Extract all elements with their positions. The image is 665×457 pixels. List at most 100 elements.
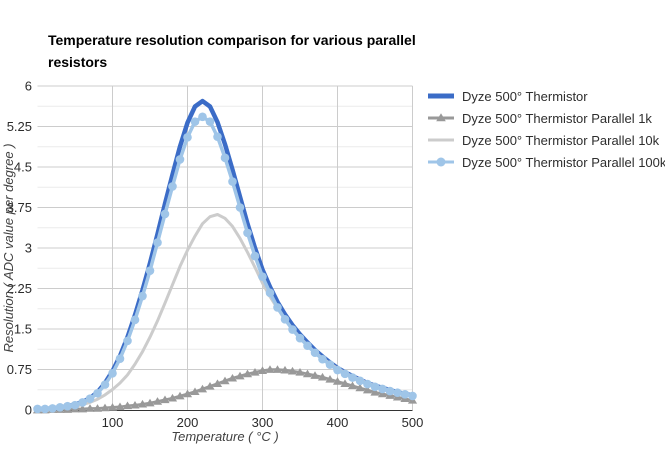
y-tick-label: 2.25	[7, 281, 32, 296]
circle-marker-icon	[265, 288, 275, 298]
circle-marker-icon	[153, 238, 162, 247]
circle-marker-icon	[33, 404, 42, 414]
triangle-marker-icon	[355, 383, 365, 392]
series-1[interactable]	[32, 365, 418, 414]
legend-circle-icon	[436, 157, 446, 167]
triangle-marker-icon	[347, 381, 358, 390]
y-tick-label: 3	[25, 241, 32, 256]
legend-item-0[interactable]: Dyze 500° Thermistor	[426, 85, 665, 107]
y-axis-title: Resolution ( ADC value per degree )	[1, 143, 16, 352]
triangle-marker-icon	[77, 404, 88, 413]
series-0[interactable]	[35, 98, 415, 412]
triangle-marker-icon	[92, 404, 103, 412]
circle-marker-icon	[370, 382, 380, 392]
legend-item-2[interactable]: Dyze 500° Thermistor Parallel 10k	[426, 129, 665, 151]
triangle-marker-icon	[190, 387, 200, 396]
triangle-marker-icon	[115, 402, 125, 411]
legend: Dyze 500° Thermistor Dyze 500° Thermistor…	[426, 85, 665, 173]
triangle-marker-icon	[227, 373, 238, 382]
circle-marker-icon	[400, 390, 410, 399]
circle-marker-icon	[213, 132, 222, 142]
triangle-marker-icon	[152, 397, 163, 405]
triangle-marker-icon	[137, 399, 148, 408]
circle-marker-icon	[378, 384, 387, 394]
triangle-marker-icon	[280, 365, 290, 374]
triangle-marker-icon	[220, 376, 230, 385]
y-tick-label: 3.75	[7, 200, 32, 215]
circle-marker-icon	[40, 404, 50, 414]
circle-marker-icon	[205, 117, 215, 126]
circle-marker-icon	[348, 373, 357, 382]
circle-marker-icon	[183, 133, 192, 142]
circle-marker-icon	[408, 391, 417, 401]
circle-marker-icon	[160, 209, 170, 219]
triangle-marker-icon	[235, 371, 245, 380]
legend-label: Dyze 500° Thermistor	[462, 88, 588, 104]
circle-marker-icon	[235, 203, 245, 212]
legend-label: Dyze 500° Thermistor Parallel 1k	[462, 110, 652, 126]
triangle-marker-icon	[265, 365, 275, 373]
y-tick-label: 0	[25, 403, 32, 418]
triangle-marker-icon	[332, 377, 343, 385]
circle-marker-icon	[310, 348, 320, 358]
x-tick-label: 400	[327, 415, 349, 430]
x-axis-title: Temperature ( °C )	[171, 429, 278, 444]
triangle-marker-icon	[205, 382, 215, 390]
circle-marker-icon	[340, 369, 350, 379]
y-tick-label: 0.75	[7, 362, 32, 377]
circle-marker-icon	[325, 360, 335, 369]
circle-marker-icon	[273, 303, 282, 312]
circle-marker-icon	[115, 354, 125, 364]
legend-item-1[interactable]: Dyze 500° Thermistor Parallel 1k	[426, 107, 665, 129]
circle-marker-icon	[123, 336, 132, 346]
circle-marker-icon	[138, 291, 147, 301]
circle-marker-icon	[280, 314, 290, 324]
circle-marker-icon	[318, 354, 327, 364]
circle-marker-icon	[393, 388, 402, 398]
circle-marker-icon	[130, 315, 140, 325]
circle-marker-icon	[145, 266, 155, 275]
legend-item-3[interactable]: Dyze 500° Thermistor Parallel 100k	[426, 151, 665, 173]
circle-marker-icon	[363, 379, 372, 389]
triangle-marker-icon	[287, 366, 298, 375]
triangle-marker-icon	[160, 395, 170, 404]
triangle-marker-icon	[272, 365, 283, 373]
triangle-marker-icon	[107, 403, 118, 411]
x-tick-label: 200	[177, 415, 199, 430]
x-tick-label: 500	[402, 415, 424, 430]
circle-marker-icon	[295, 333, 305, 343]
legend-swatch-icon	[428, 138, 454, 142]
triangle-marker-icon	[362, 385, 373, 394]
triangle-marker-icon	[250, 368, 260, 376]
triangle-marker-icon	[325, 375, 335, 383]
circle-marker-icon	[228, 177, 237, 186]
triangle-marker-icon	[370, 387, 380, 396]
triangle-marker-icon	[130, 400, 140, 409]
legend-triangle-icon	[436, 113, 446, 122]
circle-marker-icon	[168, 182, 177, 191]
legend-label: Dyze 500° Thermistor Parallel 10k	[462, 132, 660, 148]
circle-marker-icon	[355, 376, 365, 386]
triangle-marker-icon	[257, 366, 268, 374]
circle-marker-icon	[93, 388, 102, 398]
triangle-marker-icon	[302, 369, 313, 378]
circle-marker-icon	[243, 228, 252, 238]
circle-marker-icon	[258, 272, 267, 281]
legend-label: Dyze 500° Thermistor Parallel 100k	[462, 154, 665, 170]
x-tick-label: 100	[102, 415, 124, 430]
triangle-marker-icon	[100, 403, 110, 412]
triangle-marker-icon	[340, 379, 350, 387]
circle-marker-icon	[198, 112, 207, 122]
series-line	[35, 98, 415, 412]
series-3[interactable]	[33, 112, 417, 414]
triangle-marker-icon	[167, 393, 178, 402]
circle-marker-icon	[303, 341, 312, 351]
triangle-marker-icon	[197, 384, 208, 393]
circle-marker-icon	[63, 401, 72, 411]
triangle-marker-icon	[85, 404, 95, 412]
circle-marker-icon	[288, 325, 297, 334]
triangle-marker-icon	[182, 389, 193, 398]
circle-marker-icon	[55, 403, 65, 412]
circle-marker-icon	[78, 398, 87, 407]
x-tick-label: 300	[252, 415, 274, 430]
